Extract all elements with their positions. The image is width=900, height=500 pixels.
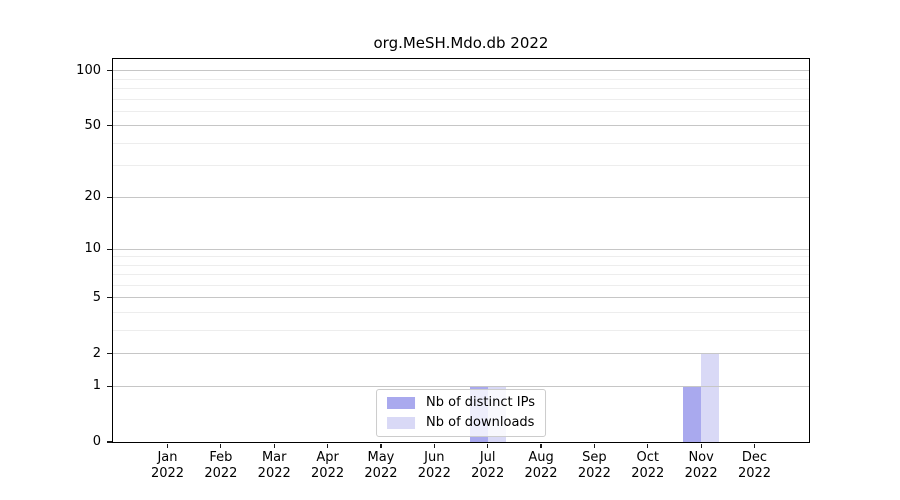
x-tick-label-month: Aug xyxy=(528,450,554,465)
major-gridline xyxy=(113,353,809,355)
x-tick-mark xyxy=(166,443,169,448)
legend-label-downloads: Nb of downloads xyxy=(426,415,535,430)
y-tick-mark xyxy=(106,196,112,198)
y-tick-mark xyxy=(106,248,112,250)
legend: Nb of distinct IPs Nb of downloads xyxy=(376,389,546,437)
y-tick-mark xyxy=(106,297,112,299)
x-tick-label-month: Jun xyxy=(424,450,445,465)
x-tick-label-month: Jul xyxy=(479,450,496,465)
x-tick-mark xyxy=(220,443,222,448)
x-tick-mark xyxy=(273,443,275,448)
major-gridline xyxy=(113,297,809,299)
bar-distinct-ips xyxy=(683,386,702,442)
plot-area: Nb of distinct IPs Nb of downloads xyxy=(112,58,810,443)
x-tick-label-month: May xyxy=(367,450,395,465)
plot-inner: Nb of distinct IPs Nb of downloads xyxy=(113,59,809,442)
major-gridline xyxy=(113,125,809,127)
x-tick-mark xyxy=(593,443,595,448)
minor-gridline xyxy=(113,330,809,331)
x-tick-label-month: Oct xyxy=(636,450,659,465)
x-tick-label-month: Sep xyxy=(582,450,607,465)
x-tick-label-year: 2022 xyxy=(417,465,451,481)
chart-title: org.MeSH.Mdo.db 2022 xyxy=(373,34,549,52)
y-tick-label: 20 xyxy=(84,189,101,205)
x-tick-label-year: 2022 xyxy=(150,465,185,481)
x-tick-label: Apr 2022 xyxy=(293,450,363,481)
x-tick-label-year: 2022 xyxy=(684,465,718,481)
y-tick-mark xyxy=(106,125,112,127)
x-tick-label-year: 2022 xyxy=(311,465,345,481)
legend-item-distinct-ips: Nb of distinct IPs xyxy=(387,395,535,411)
minor-gridline xyxy=(113,256,809,258)
x-tick-label-year: 2022 xyxy=(631,465,665,481)
x-tick-label: Sep 2022 xyxy=(559,450,629,481)
x-tick-label-month: Nov xyxy=(688,450,714,465)
minor-gridline xyxy=(113,78,809,80)
x-tick-label: Jan 2022 xyxy=(133,450,203,481)
minor-gridline xyxy=(113,110,809,112)
minor-gridline xyxy=(113,142,809,144)
x-tick-label: Nov 2022 xyxy=(666,450,736,481)
major-gridline xyxy=(113,196,809,198)
y-tick-label: 1 xyxy=(92,378,101,394)
legend-item-downloads: Nb of downloads xyxy=(387,415,535,431)
x-tick-mark xyxy=(700,443,702,448)
legend-swatch-distinct-ips xyxy=(387,397,416,409)
x-tick-label: Mar 2022 xyxy=(239,450,309,481)
y-tick-mark xyxy=(106,385,112,387)
x-tick-label: Feb 2022 xyxy=(186,450,256,481)
y-tick-mark xyxy=(106,353,112,355)
x-tick-label-year: 2022 xyxy=(577,465,611,481)
x-tick-label-year: 2022 xyxy=(257,465,291,481)
x-tick-label-month: Mar xyxy=(261,450,287,465)
y-tick-label: 0 xyxy=(92,434,101,449)
x-tick-label-year: 2022 xyxy=(737,465,772,481)
x-tick-label-year: 2022 xyxy=(524,465,558,481)
legend-swatch-downloads xyxy=(387,417,416,429)
x-tick-mark xyxy=(647,443,649,448)
x-tick-mark xyxy=(326,443,329,448)
y-tick-mark xyxy=(106,441,112,443)
x-tick-label: Dec 2022 xyxy=(720,450,790,481)
x-tick-label-month: Jan xyxy=(157,450,178,465)
x-tick-label-month: Apr xyxy=(316,450,339,465)
x-tick-mark xyxy=(540,443,542,448)
minor-gridline xyxy=(113,264,809,266)
minor-gridline xyxy=(113,274,809,276)
x-tick-label-year: 2022 xyxy=(204,465,238,481)
bar-downloads xyxy=(701,353,720,442)
x-tick-label: May 2022 xyxy=(346,450,416,481)
y-tick-label: 5 xyxy=(92,289,101,305)
major-gridline xyxy=(113,385,809,387)
minor-gridline xyxy=(113,98,809,100)
y-tick-label: 2 xyxy=(92,345,101,361)
x-tick-label: Aug 2022 xyxy=(506,450,576,481)
x-tick-label-month: Feb xyxy=(209,450,233,465)
x-tick-mark xyxy=(380,443,382,448)
minor-gridline xyxy=(113,88,809,90)
minor-gridline xyxy=(113,165,809,167)
x-tick-label-year: 2022 xyxy=(364,465,398,481)
x-tick-label: Oct 2022 xyxy=(613,450,683,481)
y-tick-label: 10 xyxy=(84,241,101,257)
x-tick-mark xyxy=(753,443,756,448)
y-tick-mark xyxy=(106,70,112,72)
major-gridline xyxy=(113,70,809,72)
major-gridline xyxy=(113,248,809,250)
minor-gridline xyxy=(113,284,809,286)
x-tick-mark xyxy=(433,443,435,448)
x-tick-mark xyxy=(487,443,489,448)
y-tick-label: 100 xyxy=(76,62,101,78)
legend-label-distinct-ips: Nb of distinct IPs xyxy=(426,395,535,410)
minor-gridline xyxy=(113,312,809,314)
x-tick-label: Jun 2022 xyxy=(399,450,469,481)
x-tick-label-year: 2022 xyxy=(471,465,505,481)
x-tick-label-month: Dec xyxy=(741,450,768,465)
x-tick-label: Jul 2022 xyxy=(453,450,523,481)
y-tick-label: 50 xyxy=(84,117,101,133)
